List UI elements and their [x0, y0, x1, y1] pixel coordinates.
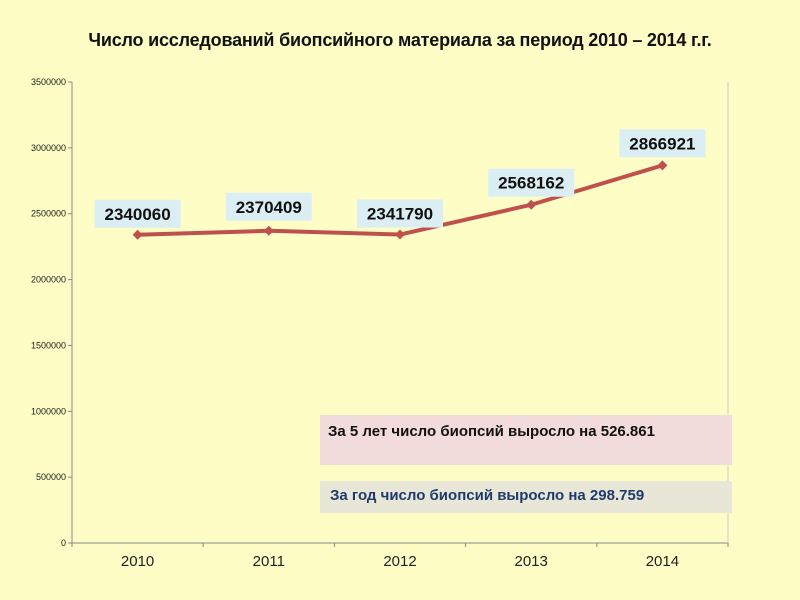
data-point-marker	[132, 229, 143, 240]
chart-title: Число исследований биопсийного материала…	[88, 30, 712, 50]
x-tick-label: 2010	[121, 553, 154, 570]
data-label: 2341790	[367, 205, 433, 224]
data-point-marker	[263, 225, 274, 236]
x-tick-label: 2013	[515, 553, 548, 570]
y-tick-label: 3500000	[31, 77, 66, 87]
x-tick-label: 2011	[253, 553, 285, 570]
data-label-box	[619, 129, 706, 158]
data-label: 2340060	[105, 205, 171, 224]
five-year-growth-note: За 5 лет число биопсий выросло на 526.86…	[320, 415, 732, 465]
x-tick-label: 2014	[646, 553, 679, 570]
x-tick-label: 2012	[383, 553, 416, 570]
data-point-marker	[526, 199, 537, 210]
y-tick-label: 3000000	[31, 143, 66, 153]
one-year-growth-note: За год число биопсий выросло на 298.759	[320, 481, 732, 513]
data-label: 2370409	[236, 198, 302, 217]
y-tick-label: 1500000	[31, 340, 66, 350]
y-tick-label: 0	[61, 538, 66, 548]
y-tick-label: 2500000	[31, 209, 66, 219]
y-tick-label: 2000000	[31, 275, 66, 285]
y-tick-label: 500000	[36, 472, 66, 482]
data-point-marker	[395, 229, 405, 240]
data-label: 2568162	[498, 174, 564, 193]
data-label-box	[488, 168, 575, 197]
y-tick-label: 1000000	[31, 406, 66, 416]
data-label-box	[357, 199, 443, 228]
data-label-box	[94, 199, 181, 228]
data-point-marker	[657, 160, 668, 171]
data-label-box	[225, 192, 312, 221]
data-label: 2866921	[629, 134, 695, 153]
